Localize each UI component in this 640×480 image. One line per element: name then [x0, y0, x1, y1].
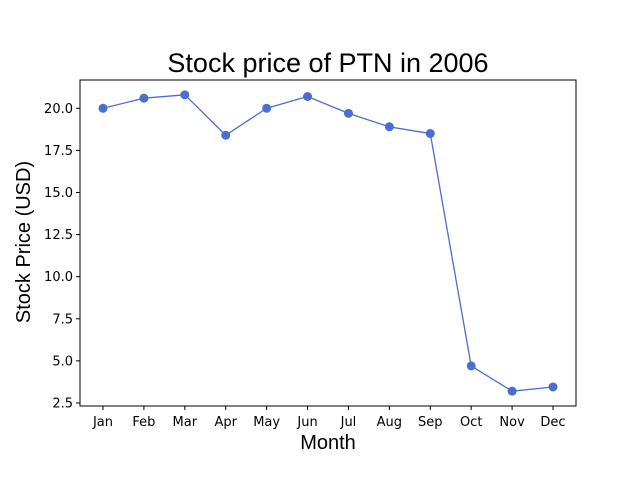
- x-tick-label: Apr: [214, 415, 237, 430]
- x-tick-label: Nov: [499, 415, 525, 430]
- data-point-dec: [548, 382, 558, 392]
- plot-area: 2.5 5.0 7.5 10.0 12.5 15.0 17.5 20.0 Jan Feb Mar Ap…: [44, 79, 577, 430]
- x-tick-label: Jun: [296, 415, 317, 430]
- y-tick-label: 5.0: [52, 354, 73, 369]
- y-tick-label: 12.5: [44, 228, 73, 243]
- y-tick-label: 17.5: [44, 144, 73, 159]
- series-line: [102, 94, 554, 392]
- data-point-jul: [343, 108, 353, 118]
- y-tick-label: 10.0: [44, 270, 73, 285]
- data-point-mar: [180, 90, 190, 100]
- x-tick-label: Sep: [418, 415, 443, 430]
- x-tick-label: Jan: [92, 415, 113, 430]
- y-tick-label: 15.0: [44, 186, 73, 201]
- y-tick-label: 20.0: [44, 102, 73, 117]
- x-tick-label: May: [253, 415, 280, 430]
- y-tick-label: 2.5: [52, 396, 73, 411]
- data-point-jun: [303, 92, 313, 102]
- y-axis-label: Stock Price (USD): [13, 161, 35, 323]
- data-point-sep: [425, 129, 435, 139]
- data-point-jan: [98, 103, 108, 113]
- data-point-aug: [384, 122, 394, 132]
- data-point-apr: [221, 130, 231, 140]
- data-point-nov: [507, 386, 517, 396]
- x-tick-label: Dec: [540, 415, 565, 430]
- data-point-feb: [139, 93, 149, 103]
- x-axis-label: Month: [300, 432, 356, 454]
- chart-title: Stock price of PTN in 2006: [167, 48, 488, 78]
- data-point-oct: [466, 361, 476, 371]
- data-point-may: [262, 103, 272, 113]
- x-tick-label: Feb: [132, 415, 155, 430]
- plot-frame: [79, 79, 577, 407]
- x-tick-label: Mar: [173, 415, 198, 430]
- y-tick-label: 7.5: [52, 312, 73, 327]
- x-tick-label: Jul: [340, 415, 357, 430]
- x-tick-label: Aug: [377, 415, 402, 430]
- x-tick-label: Oct: [460, 415, 482, 430]
